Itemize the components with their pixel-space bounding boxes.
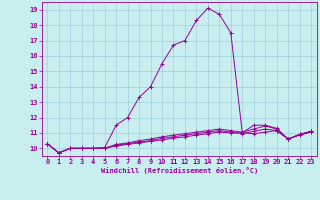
X-axis label: Windchill (Refroidissement éolien,°C): Windchill (Refroidissement éolien,°C) bbox=[100, 167, 258, 174]
